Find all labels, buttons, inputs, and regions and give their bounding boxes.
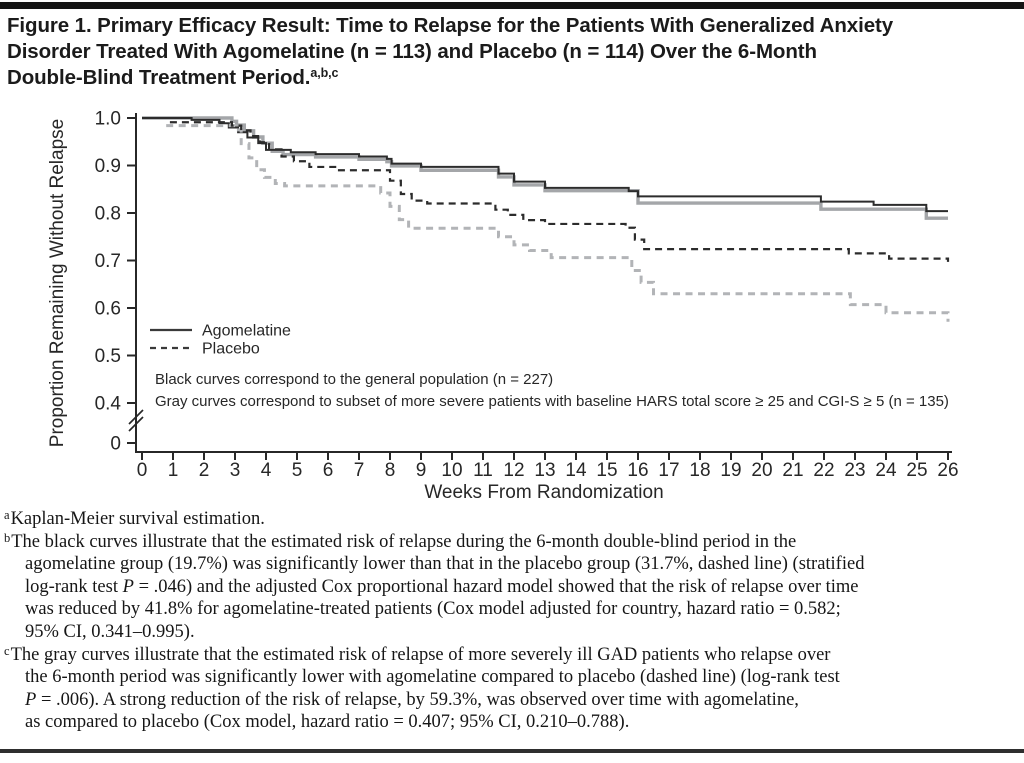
footnote-c-text-4: as compared to placebo (Cox model, hazar… (25, 712, 630, 733)
x-tick-label: 12 (503, 460, 524, 481)
title-line-2: Disorder Treated With Agomelatine (n = 1… (7, 40, 817, 63)
footnote-c-marker: c (4, 643, 10, 658)
y-tick-label: 0.4 (95, 394, 122, 415)
footnote-b-line-4: was reduced by 41.8% for agomelatine-tre… (4, 598, 1020, 621)
y-tick-label: 0.5 (95, 346, 121, 367)
km-curve-placebo-severe-subset (166, 124, 950, 322)
footnotes: aKaplan-Meier survival estimation. bThe … (4, 508, 1020, 734)
title-line-3: Double-Blind Treatment Period.a,b,c (7, 65, 997, 93)
x-tick-label: 3 (230, 460, 241, 481)
x-tick-label: 20 (751, 460, 772, 481)
km-curve-agomelatine-severe-subset (142, 116, 948, 220)
x-tick-label: 23 (844, 460, 865, 481)
axis-break-slash (128, 409, 144, 425)
footnote-c-line-2: the 6-month period was significantly low… (4, 666, 1020, 689)
x-tick-label: 17 (658, 460, 679, 481)
title-line-1: Figure 1. Primary Efficacy Result: Time … (7, 14, 894, 37)
x-tick-label: 15 (596, 460, 617, 481)
x-tick-label: 2 (199, 460, 210, 481)
y-tick-label: 0.8 (95, 204, 121, 225)
figure-title: Figure 1. Primary Efficacy Result: Time … (7, 13, 997, 93)
x-tick-label: 18 (689, 460, 710, 481)
footnote-b-text-4: was reduced by 41.8% for agomelatine-tre… (25, 599, 841, 620)
footnote-a-text: Kaplan-Meier survival estimation. (10, 509, 265, 529)
bottom-rule (0, 749, 1024, 753)
top-rule (0, 2, 1024, 9)
footnote-b-line-1: bThe black curves illustrate that the es… (4, 531, 1020, 554)
footnote-b-text-2: agomelatine group (19.7%) was significan… (25, 554, 865, 575)
x-tick-label: 4 (261, 460, 272, 481)
x-tick-label: 21 (782, 460, 803, 481)
x-tick-label: 16 (627, 460, 648, 481)
x-tick-label: 11 (473, 460, 493, 481)
x-tick-label: 0 (137, 460, 148, 481)
x-tick-label: 24 (875, 460, 897, 481)
footnote-a-marker: a (4, 508, 10, 522)
footnote-c-line-4: as compared to placebo (Cox model, hazar… (4, 711, 1020, 734)
title-line-3-text: Double-Blind Treatment Period. (7, 66, 311, 89)
axis-break-slash (128, 416, 144, 432)
footnote-b-text-1: The black curves illustrate that the est… (11, 531, 797, 552)
y-tick-label: 0.9 (95, 156, 121, 177)
x-tick-label: 7 (354, 460, 365, 481)
x-tick-label: 9 (416, 460, 427, 481)
x-tick-label: 26 (937, 460, 958, 481)
kaplan-meier-chart: 1.00.90.80.70.60.50.400 1 2 3 4 5 6 7 8 9 10 11 12 13… (47, 109, 959, 504)
footnote-b-line-5: 95% CI, 0.341–0.995). (4, 621, 1020, 644)
legend-label: Agomelatine (202, 323, 291, 340)
x-tick-label: 13 (534, 460, 555, 481)
legend-label: Placebo (202, 341, 260, 358)
title-footnote-markers: a,b,c (310, 66, 339, 80)
footnote-b-line-3: log-rank test P = .046) and the adjusted… (4, 576, 1020, 599)
curve-color-note: Gray curves correspond to subset of more… (155, 393, 949, 410)
footnote-c-line-3: P = .006). A strong reduction of the ris… (4, 689, 1020, 712)
footnote-b-marker: b (4, 530, 11, 545)
x-tick-label: 5 (292, 460, 303, 481)
x-tick-label: 1 (168, 460, 179, 481)
y-tick-label: 0.6 (95, 299, 121, 320)
footnote-a: aKaplan-Meier survival estimation. (4, 508, 1020, 531)
footnote-c-line-1: cThe gray curves illustrate that the est… (4, 644, 1020, 667)
x-tick-label: 22 (813, 460, 834, 481)
x-tick-label: 14 (565, 460, 587, 481)
curve-color-note: Black curves correspond to the general p… (155, 371, 553, 388)
x-tick-label: 10 (441, 460, 462, 481)
y-axis-title: Proportion Remaining Without Relapse (47, 119, 68, 447)
y-tick-label: 0 (110, 434, 121, 455)
x-tick-label: 19 (720, 460, 741, 481)
y-tick-label: 1.0 (95, 109, 121, 130)
footnote-c-text-2: the 6-month period was significantly low… (25, 667, 840, 688)
km-curve-agomelatine-general (142, 117, 948, 213)
x-tick-label: 25 (906, 460, 927, 481)
footnote-c-text-3: P = .006). A strong reduction of the ris… (25, 689, 799, 710)
footnote-c-text-1: The gray curves illustrate that the esti… (10, 644, 831, 665)
km-curve-placebo-general (169, 121, 950, 262)
x-axis-title: Weeks From Randomization (424, 482, 663, 503)
x-tick-label: 8 (385, 460, 396, 481)
x-tick-label: 6 (323, 460, 334, 481)
footnote-b-text-5: 95% CI, 0.341–0.995). (25, 621, 195, 642)
y-tick-label: 0.7 (95, 251, 121, 272)
footnote-b-text-3: log-rank test P = .046) and the adjusted… (25, 576, 859, 597)
footnote-b-line-2: agomelatine group (19.7%) was significan… (4, 553, 1020, 576)
